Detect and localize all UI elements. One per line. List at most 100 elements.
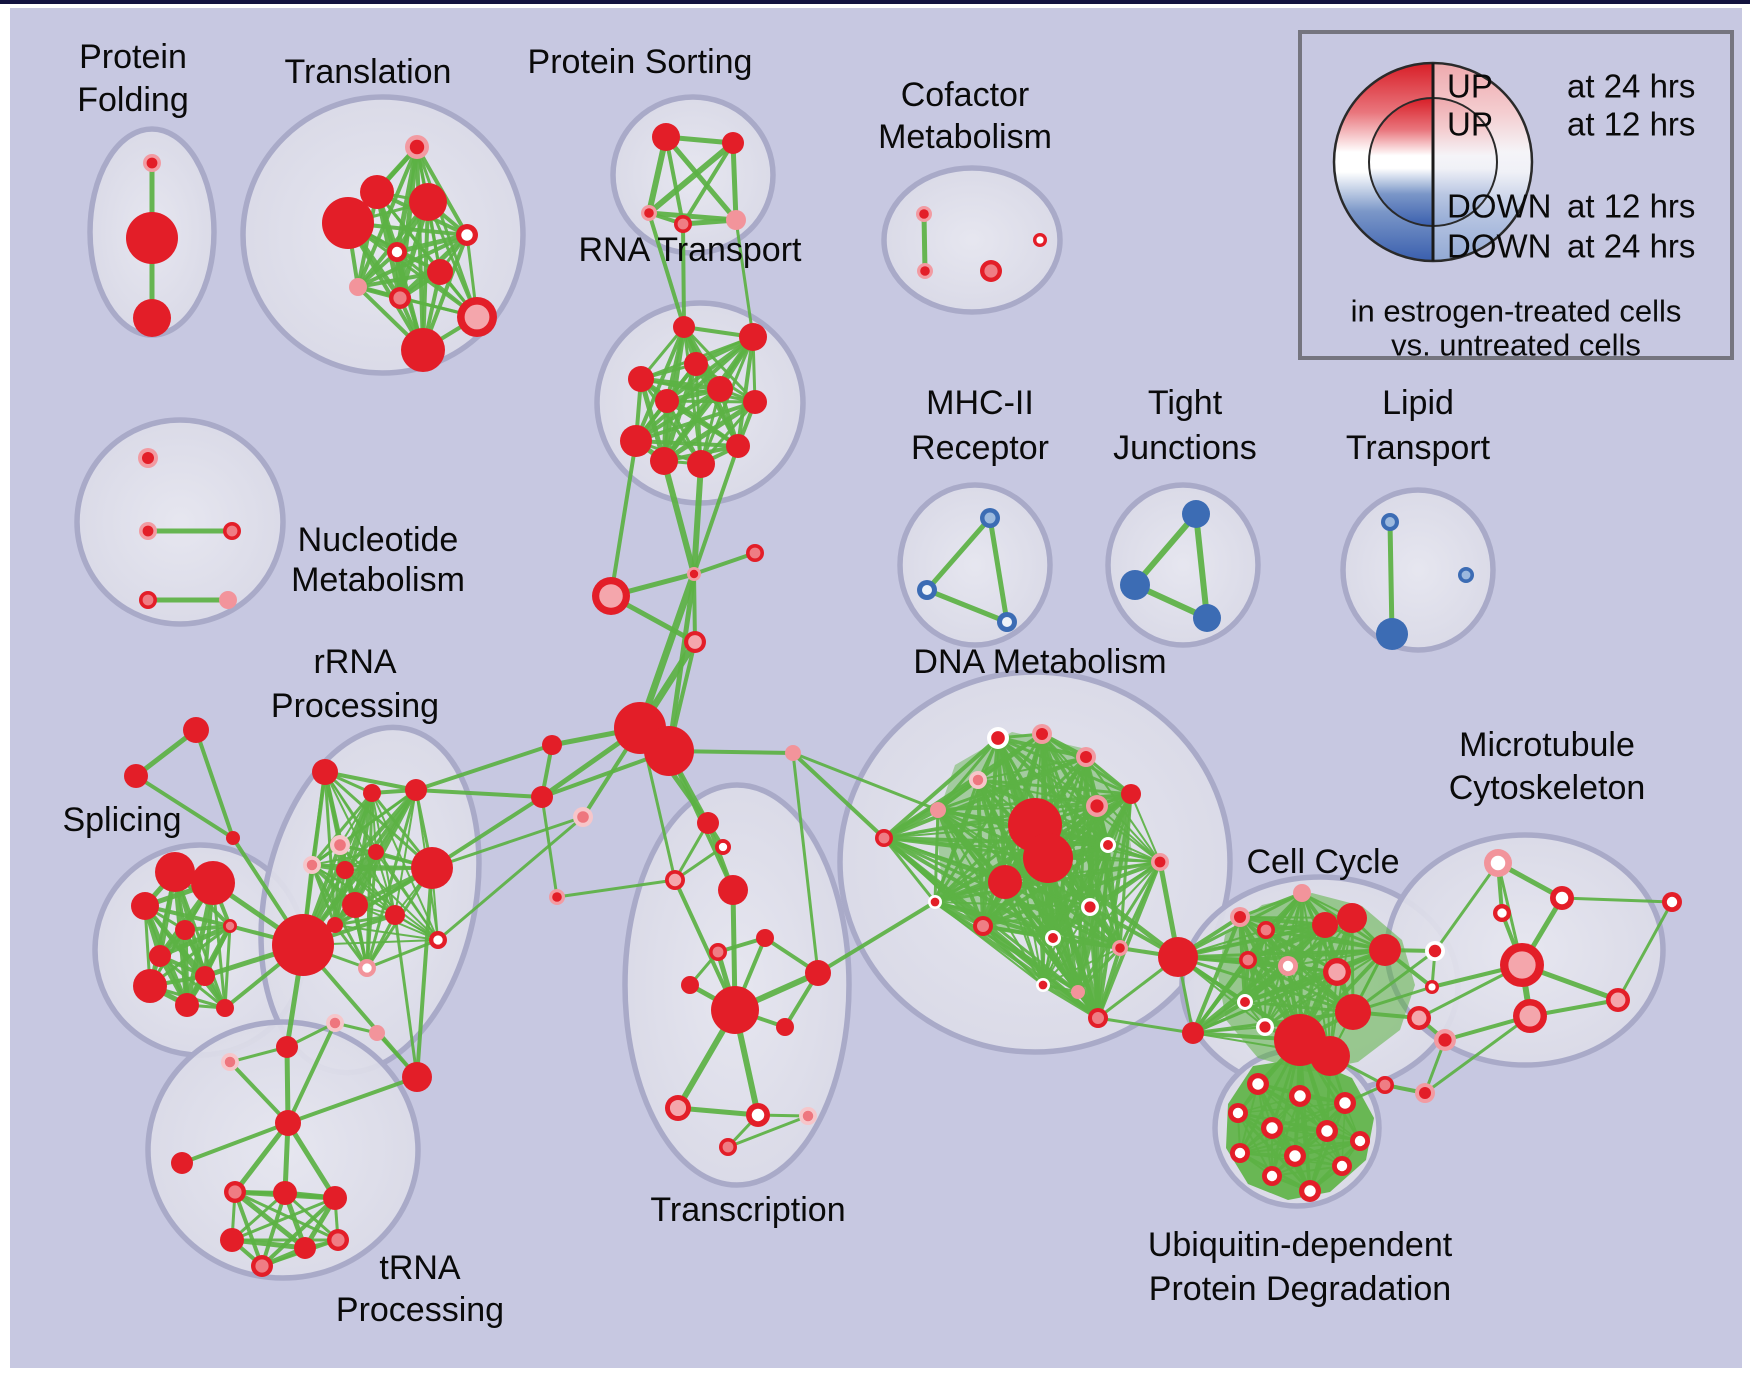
- node-ring: [652, 123, 680, 151]
- edge: [1042, 906, 1091, 986]
- edge: [791, 751, 940, 812]
- node-nm-0: [138, 448, 158, 468]
- node-tl-4: [456, 224, 478, 246]
- node-tc-14: [719, 1138, 737, 1156]
- node-tn-1: [171, 1152, 193, 1174]
- node-core: [977, 920, 989, 932]
- node-core: [433, 935, 443, 945]
- edge: [1096, 860, 1162, 1020]
- node-ring: [650, 447, 678, 475]
- node-cc-3: [1257, 921, 1275, 939]
- edge: [987, 515, 1010, 625]
- node-tri-2: [226, 831, 240, 845]
- node-lc-0: [542, 735, 562, 755]
- cluster-trna-processing: [145, 1019, 421, 1281]
- node-ring: [655, 389, 679, 413]
- node-core: [689, 569, 699, 579]
- node-core: [1266, 1170, 1278, 1182]
- node-ring: [342, 892, 368, 918]
- legend-caption-0: in estrogen-treated cells: [1351, 294, 1682, 329]
- node-core: [226, 525, 238, 537]
- edge: [921, 211, 928, 274]
- node-sp-0: [155, 852, 195, 892]
- node-ring: [336, 861, 354, 879]
- edge: [430, 815, 585, 870]
- node-core: [1419, 1087, 1431, 1099]
- node-dna-4: [930, 802, 946, 818]
- cluster-label-mhc-ii-receptor: Receptor: [911, 429, 1049, 467]
- node-core: [1428, 983, 1436, 991]
- edge: [232, 1120, 291, 1195]
- edge: [233, 1190, 340, 1242]
- node-lp-1: [1376, 618, 1408, 650]
- node-cf-2: [980, 260, 1002, 282]
- node-rt-0: [673, 316, 695, 338]
- edge: [356, 233, 469, 289]
- node-ring: [1312, 912, 1338, 938]
- edge: [977, 779, 1098, 807]
- node-cc-11: [1237, 994, 1253, 1010]
- node-core: [1304, 1185, 1316, 1197]
- edge: [981, 924, 1055, 940]
- node-core: [334, 839, 346, 851]
- edge: [1132, 511, 1199, 588]
- cluster-label-nucleotide-metabolism: Nucleotide: [298, 521, 459, 559]
- edge: [1046, 856, 1100, 1020]
- edge: [726, 1114, 810, 1149]
- node-core: [1259, 1021, 1271, 1033]
- edge: [1193, 511, 1210, 621]
- node-core: [142, 452, 154, 464]
- node-core: [922, 585, 932, 595]
- node-core: [751, 1108, 765, 1122]
- node-ring: [369, 1025, 385, 1041]
- node-ring: [133, 969, 167, 1003]
- edge: [981, 843, 1110, 928]
- node-ring: [756, 929, 774, 947]
- node-dna-0: [987, 727, 1009, 749]
- edge: [414, 743, 554, 792]
- node-ring: [126, 212, 178, 264]
- node-rr-0: [312, 759, 338, 785]
- node-core: [362, 963, 372, 973]
- node-ring: [1369, 934, 1401, 966]
- node-tl-9: [457, 297, 497, 337]
- edge: [675, 1105, 761, 1118]
- node-cf-0: [916, 206, 932, 222]
- node-ring: [195, 966, 215, 986]
- edge: [976, 778, 1133, 796]
- node-ring: [124, 764, 148, 788]
- edge: [414, 788, 544, 799]
- node-ring: [411, 847, 453, 889]
- node-dna-19: [1071, 985, 1085, 999]
- node-core: [552, 892, 562, 902]
- node-cc-0: [1158, 937, 1198, 977]
- node-tn-0: [275, 1110, 301, 1136]
- node-tnr-4: [251, 1255, 273, 1277]
- node-dna-1: [1032, 724, 1052, 744]
- node-ring: [368, 844, 384, 860]
- edge: [233, 1190, 264, 1268]
- node-nm-3: [139, 591, 157, 609]
- node-ring: [175, 993, 199, 1017]
- node-pf-2: [133, 299, 171, 337]
- node-ring: [155, 852, 195, 892]
- node-cc-1: [1182, 1022, 1204, 1044]
- node-dna-7: [1023, 833, 1073, 883]
- edge: [426, 200, 479, 319]
- cluster-label-cofactor-metabolism: Cofactor: [901, 76, 1030, 114]
- edge: [882, 836, 937, 904]
- node-ring: [785, 745, 801, 761]
- edge: [1191, 915, 1242, 1035]
- node-rr-3: [330, 835, 350, 855]
- node-ps-4: [726, 210, 746, 230]
- node-core: [409, 139, 425, 155]
- node-ring: [220, 1228, 244, 1252]
- node-tri-0: [183, 717, 209, 743]
- node-tnr-5: [294, 1237, 316, 1259]
- node-tj-0: [1182, 500, 1210, 528]
- legend-time-3: at 24 hrs: [1567, 228, 1695, 265]
- edge: [1042, 947, 1121, 986]
- edge: [1096, 843, 1110, 1020]
- node-ring: [312, 759, 338, 785]
- edge: [286, 1021, 337, 1125]
